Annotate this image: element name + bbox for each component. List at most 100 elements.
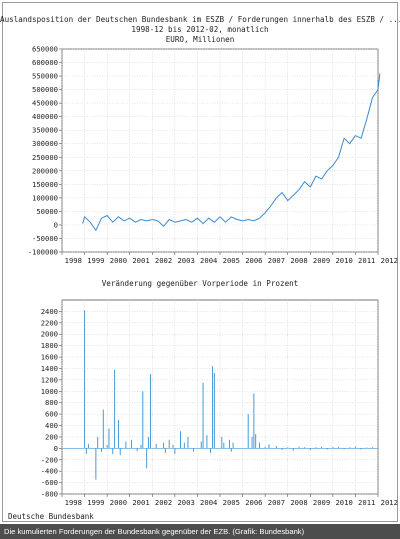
bar bbox=[193, 448, 195, 452]
y-tick-label: 50000 bbox=[36, 207, 58, 216]
y-tick-label: -50000 bbox=[32, 234, 58, 243]
x-tick-label: 2011 bbox=[358, 498, 375, 507]
bar bbox=[212, 366, 214, 449]
y-tick-label: 1200 bbox=[41, 375, 58, 384]
bar bbox=[119, 448, 121, 456]
x-tick-label: 2005 bbox=[223, 256, 240, 265]
bar bbox=[264, 446, 266, 449]
bar bbox=[164, 448, 166, 453]
bar bbox=[87, 443, 89, 449]
x-tick-label: 2012 bbox=[381, 498, 398, 507]
bar bbox=[163, 442, 165, 449]
x-tick-label: 2007 bbox=[268, 498, 285, 507]
bar bbox=[281, 448, 283, 451]
bar bbox=[136, 448, 138, 452]
bar bbox=[117, 419, 119, 449]
y-tick-label: 250000 bbox=[32, 153, 58, 162]
bar bbox=[247, 414, 249, 449]
y-tick-label: 1000 bbox=[41, 387, 58, 396]
bar bbox=[140, 444, 142, 449]
bar bbox=[206, 435, 208, 449]
bar bbox=[213, 373, 215, 449]
position-line-chart: -100000 -50000 0 50000 100000 150000 200000 250… bbox=[28, 45, 398, 266]
y-tick-label: -100000 bbox=[28, 248, 58, 257]
y-tick-label: 0 bbox=[54, 220, 58, 229]
x-tick-label: 2004 bbox=[200, 256, 217, 265]
x-tick-label: 1999 bbox=[87, 498, 104, 507]
bar bbox=[268, 444, 270, 449]
bar bbox=[85, 448, 87, 455]
bar bbox=[112, 448, 114, 455]
x-tick-label: 1998 bbox=[65, 256, 82, 265]
bar bbox=[275, 446, 277, 449]
y-tick-label: 800 bbox=[45, 398, 58, 407]
x-tick-label: 2000 bbox=[110, 498, 127, 507]
x-tick-label: 2001 bbox=[132, 256, 149, 265]
y-tick-label: 2400 bbox=[41, 307, 58, 316]
bar bbox=[168, 439, 170, 449]
y-tick-label: 100000 bbox=[32, 193, 58, 202]
x-tick-label: 2004 bbox=[200, 498, 217, 507]
bar bbox=[183, 442, 185, 449]
bar bbox=[253, 393, 255, 449]
bar bbox=[187, 436, 189, 449]
bar bbox=[366, 447, 368, 449]
bar bbox=[259, 442, 260, 449]
x-tick-label: 2002 bbox=[155, 498, 172, 507]
bar bbox=[180, 431, 181, 449]
bar bbox=[309, 448, 311, 451]
source-label: Deutsche Bundesbank bbox=[8, 512, 94, 521]
x-tick-label: 2010 bbox=[335, 256, 352, 265]
bar bbox=[304, 447, 306, 449]
series-line bbox=[82, 73, 381, 232]
bar bbox=[101, 448, 102, 452]
y-tick-label: -600 bbox=[41, 478, 58, 487]
bar bbox=[221, 436, 223, 449]
y-tick-label: -800 bbox=[41, 490, 58, 499]
bar bbox=[142, 391, 144, 449]
x-tick-label: 2012 bbox=[381, 256, 398, 265]
y-tick-label: 150000 bbox=[32, 180, 58, 189]
bar bbox=[298, 446, 300, 449]
bar bbox=[223, 442, 225, 449]
y-tick-label: 600000 bbox=[32, 58, 58, 67]
bar bbox=[228, 439, 230, 449]
bar bbox=[255, 434, 257, 449]
caption-text: Die kumulierten Forderungen der Bundesba… bbox=[4, 527, 305, 536]
chart-units: EURO, Millionen bbox=[165, 35, 235, 44]
y-tick-label: 550000 bbox=[32, 72, 58, 81]
x-tick-label: 2006 bbox=[245, 498, 262, 507]
bar bbox=[232, 442, 234, 449]
bar bbox=[97, 436, 99, 449]
bar bbox=[332, 446, 334, 449]
bar bbox=[326, 448, 328, 450]
x-tick-label: 1999 bbox=[87, 256, 104, 265]
y-tick-label: 200000 bbox=[32, 166, 58, 175]
bar bbox=[292, 448, 294, 451]
bar bbox=[174, 448, 176, 455]
bar bbox=[172, 444, 174, 449]
bar bbox=[321, 446, 323, 449]
bar bbox=[371, 447, 373, 449]
y-tick-label: 300000 bbox=[32, 139, 58, 148]
plot-area bbox=[61, 48, 379, 253]
bar bbox=[200, 441, 202, 449]
y-tick-label: -400 bbox=[41, 467, 58, 476]
bar bbox=[108, 428, 110, 449]
bar bbox=[349, 447, 351, 449]
bar bbox=[287, 447, 289, 449]
bar bbox=[202, 382, 204, 449]
x-tick-label: 2008 bbox=[290, 498, 307, 507]
x-tick-label: 2009 bbox=[313, 498, 330, 507]
y-tick-label: 650000 bbox=[32, 45, 58, 54]
y-tick-label: 400000 bbox=[32, 112, 58, 121]
bar bbox=[360, 448, 362, 450]
y-tick-label: -200 bbox=[41, 455, 58, 464]
y-tick-label: 1400 bbox=[41, 364, 58, 373]
bar bbox=[210, 448, 212, 453]
x-tick-label: 2008 bbox=[290, 256, 307, 265]
y-tick-label: 350000 bbox=[32, 126, 58, 135]
plot-area bbox=[61, 299, 379, 495]
bar bbox=[125, 441, 127, 449]
x-tick-label: 2007 bbox=[268, 256, 285, 265]
